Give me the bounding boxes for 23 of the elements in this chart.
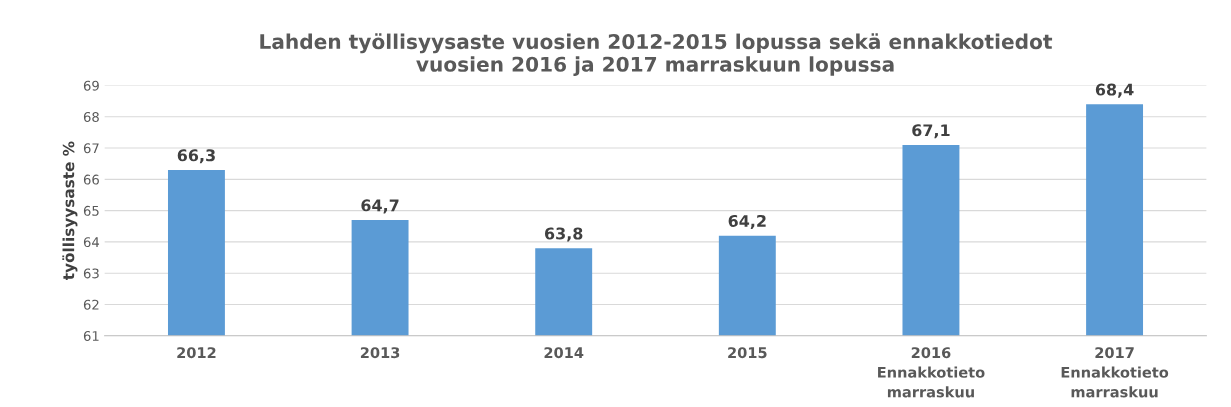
y-tick-label: 62 bbox=[83, 299, 99, 310]
x-tick-label: 2017 Ennakkotieto marraskuu bbox=[1061, 347, 1169, 398]
y-tick-label: 65 bbox=[83, 205, 99, 216]
x-tick-label: 2014 bbox=[544, 347, 584, 359]
x-tick-label: 2012 bbox=[177, 347, 216, 359]
x-tick-label: 2013 bbox=[360, 347, 400, 359]
y-tick-label: 67 bbox=[83, 143, 99, 154]
data-label: 68,4 bbox=[1095, 83, 1134, 98]
x-tick-label: 2015 bbox=[728, 347, 767, 359]
y-tick-label: 66 bbox=[83, 174, 99, 185]
y-tick-label: 68 bbox=[83, 111, 99, 122]
data-label: 67,1 bbox=[912, 124, 950, 139]
x-tick-label: 2016 Ennakkotieto marraskuu bbox=[878, 347, 985, 398]
data-label: 64,7 bbox=[361, 199, 399, 214]
data-label: 66,3 bbox=[177, 149, 215, 164]
y-axis-title: työllisyysaste % bbox=[62, 141, 78, 281]
data-label: 64,2 bbox=[728, 214, 766, 230]
y-tick-label: 61 bbox=[83, 331, 99, 341]
chart-title: Lahden työllisyysaste vuosien 2012-2015 lopussa sekä ennakkotiedot vuosien 2016 ja 2017 marraskuun lopussa bbox=[260, 33, 1053, 76]
y-tick-label: 64 bbox=[83, 237, 100, 248]
data-label: 63,8 bbox=[544, 227, 583, 242]
y-tick-label: 69 bbox=[83, 80, 99, 91]
y-tick-label: 63 bbox=[83, 268, 99, 279]
